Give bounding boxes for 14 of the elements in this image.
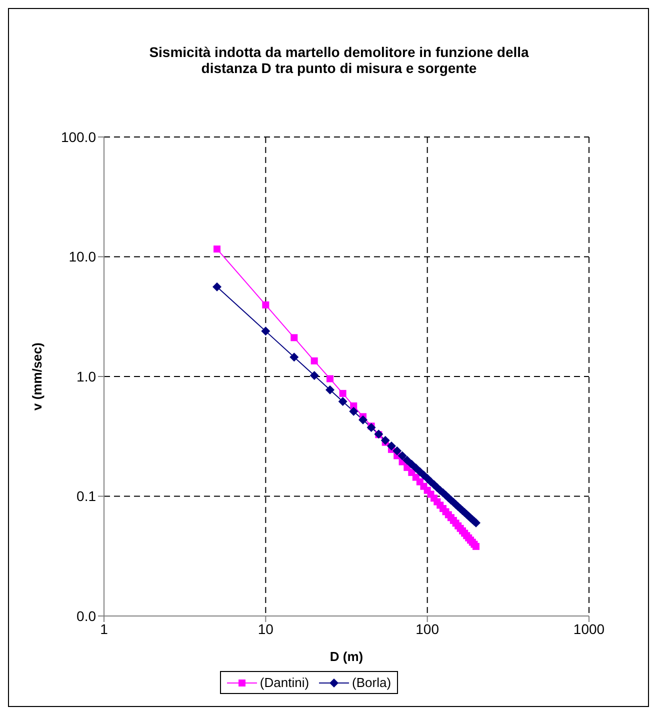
y-tick-label: 100.0 [60, 128, 96, 145]
x-tick-label: 1000 [573, 620, 605, 637]
chart-title: Sismicità indotta da martello demolitore in funzione della distanza D tra punto di misura e sorgente [148, 44, 530, 76]
x-tick-label: 1 [100, 620, 108, 637]
y-tick-label: 1.0 [76, 368, 96, 384]
legend-label: (Borla) [351, 675, 392, 690]
y-tick-label: 0.1 [76, 488, 96, 504]
y-tick-label: 10.0 [68, 248, 96, 265]
y-tick-label: 0.0 [76, 608, 96, 624]
x-tick-label: 10 [258, 620, 274, 637]
x-tick-label: 100 [416, 620, 440, 637]
legend-label: (Dantini) [258, 675, 310, 690]
y-axis-title: v (mm/sec) [30, 342, 45, 410]
x-axis-title: D (m) [330, 649, 364, 664]
